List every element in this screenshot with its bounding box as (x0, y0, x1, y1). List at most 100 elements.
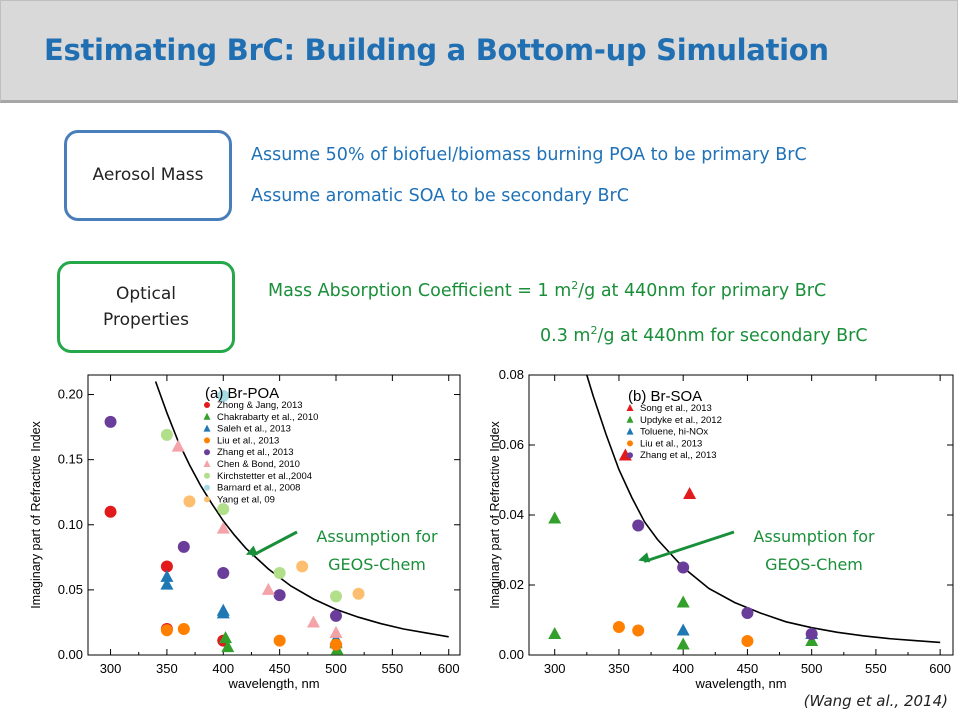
x-tick-label: 350 (608, 661, 630, 676)
legend-marker (203, 412, 211, 420)
data-point-triangle (306, 615, 320, 628)
legend-label: Toluene, hi-NOx (640, 427, 708, 438)
legend-label: Liu et al., 2013 (217, 435, 279, 446)
data-point-circle (177, 540, 190, 553)
x-tick-label: 550 (865, 661, 887, 676)
citation: (Wang et al., 2014) (803, 692, 948, 710)
poa-statement: Assume 50% of biofuel/biomass burning PO… (251, 145, 807, 165)
legend-label: Zhang et al., 2013 (217, 447, 294, 458)
mac-primary-suffix: /g at 440nm for primary BrC (578, 280, 827, 301)
legend-label: Kirchstetter et al.,2004 (217, 471, 312, 482)
data-point-circle (330, 609, 342, 622)
x-tick-label: 600 (929, 661, 951, 676)
data-point-circle (677, 561, 690, 574)
annotation-line2: GEOS-Chem (328, 555, 426, 574)
x-tick-label: 550 (382, 661, 404, 676)
annotation-arrow-head (245, 545, 258, 556)
data-point-circle (632, 624, 645, 637)
data-point-circle (160, 428, 173, 441)
x-axis-label: wavelength, nm (227, 676, 319, 690)
data-point-triangle (216, 521, 230, 534)
data-point-circle (273, 566, 286, 579)
data-point-triangle (160, 577, 174, 590)
data-point-triangle (676, 637, 690, 650)
data-point-circle (296, 560, 309, 573)
x-tick-label: 600 (438, 661, 460, 676)
mac-primary-statement: Mass Absorption Coefficient = 1 m2/g at … (268, 279, 826, 301)
legend-label: Saleh et al., 2013 (217, 424, 291, 435)
legend-marker (204, 437, 210, 444)
annotation-arrow-shaft (251, 530, 298, 558)
x-tick-label: 350 (156, 661, 178, 676)
plot-frame (87, 374, 461, 656)
y-tick-label: 0.20 (58, 387, 83, 402)
data-point-triangle (329, 625, 343, 638)
data-point-circle (741, 607, 754, 619)
legend-marker (203, 424, 211, 432)
legend-label: Zhang et al,, 2013 (640, 450, 717, 461)
annotation-line1: Assumption for (316, 527, 438, 546)
x-tick-label: 400 (672, 661, 694, 676)
x-tick-label: 500 (325, 661, 347, 676)
data-point-triangle (805, 634, 819, 646)
x-tick-label: 300 (100, 661, 122, 676)
annotation-line2: GEOS-Chem (765, 555, 863, 574)
legend-marker (627, 440, 633, 447)
data-point-circle (217, 389, 230, 402)
chart-br-poa: 300 350 400 450 500 550 600 0.00 0.05 0.10 0.15 0.2… (29, 374, 461, 690)
mac-primary-sup: 2 (571, 279, 579, 292)
data-point-circle (160, 560, 173, 573)
mac-secondary-statement: 0.3 m2/g at 440nm for secondary BrC (540, 324, 868, 346)
legend-marker (626, 415, 634, 423)
data-point-circle (805, 628, 818, 640)
data-point-triangle (221, 640, 235, 653)
data-point-triangle (548, 627, 562, 639)
data-point-circle (104, 415, 117, 428)
x-tick-label: 500 (801, 661, 823, 676)
optical-label-line1: Optical (115, 283, 177, 304)
y-tick-label: 0.10 (58, 517, 83, 532)
mac-primary-prefix: Mass Absorption Coefficient = 1 m (268, 280, 572, 301)
legend-marker (204, 496, 210, 503)
data-point-circle (352, 587, 365, 600)
data-point-triangle (216, 606, 230, 619)
legend-label: Chakrabarty et al., 2010 (217, 412, 318, 423)
data-point-triangle (676, 623, 690, 636)
legend-label: Yang et al, 09 (217, 494, 275, 505)
annotation-arrow-shaft (643, 530, 735, 563)
data-point-circle (183, 495, 196, 508)
x-tick-label: 300 (544, 661, 566, 676)
data-point-triangle (171, 439, 185, 452)
data-point-circle (217, 566, 230, 579)
data-point-triangle (548, 511, 562, 524)
legend-marker (204, 472, 210, 479)
legend-label: Liu et al., 2013 (640, 438, 702, 449)
x-tick-label: 450 (269, 661, 291, 676)
legend-marker (204, 402, 210, 408)
data-point-circle (741, 635, 754, 647)
data-point-triangle (160, 569, 174, 582)
optical-label-line2: Properties (103, 310, 189, 330)
y-tick-label: 0.04 (499, 507, 524, 522)
mac-secondary-prefix: 0.3 m (540, 325, 591, 346)
data-point-triangle (676, 595, 690, 608)
data-point-triangle (683, 487, 697, 499)
chart-title: (a) Br-POA (205, 385, 279, 402)
legend-marker (204, 484, 210, 491)
y-axis-label: Imaginary part of Refractive Index (490, 420, 502, 608)
annotation-line1: Assumption for (753, 527, 875, 546)
legend-marker (203, 460, 211, 467)
data-point-circle (632, 519, 645, 532)
y-tick-label: 0.00 (499, 647, 524, 662)
optical-properties-box: Optical Properties (57, 261, 235, 353)
assumption-curve (154, 381, 449, 638)
chart-br-soa: 300 350 400 450 500 550 600 0.00 0.02 0.04 0.06 0.0… (490, 367, 954, 690)
data-point-triangle (261, 582, 275, 595)
legend-marker (627, 452, 633, 459)
data-point-circle (160, 624, 173, 637)
legend-marker (626, 404, 634, 411)
y-tick-label: 0.02 (499, 577, 524, 592)
data-point-circle (217, 503, 230, 516)
aerosol-mass-label: Aerosol Mass (92, 165, 204, 186)
legend-label: Zhong & Jang, 2013 (217, 400, 303, 411)
